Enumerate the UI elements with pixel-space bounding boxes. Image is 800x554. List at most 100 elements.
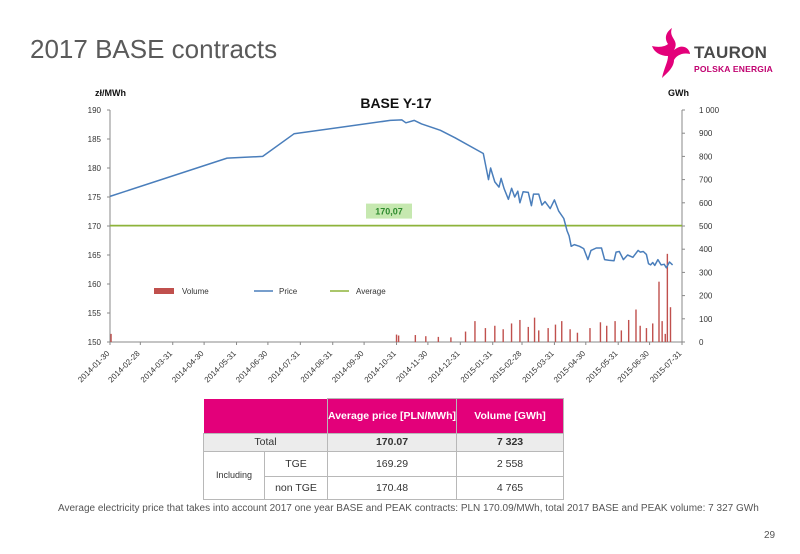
volume-bar <box>527 326 529 342</box>
y-right-tick-label: 300 <box>699 268 713 277</box>
x-tick-label: 2015-07-31 <box>648 349 684 385</box>
y-left-tick-label: 185 <box>88 135 102 144</box>
y-right-tick-label: 0 <box>699 338 704 347</box>
logo-wordmark: TAURON <box>694 43 768 62</box>
y-left-tick-label: 150 <box>88 338 102 347</box>
volume-bar <box>397 335 400 342</box>
x-tick-label: 2014-12-31 <box>426 349 462 385</box>
volume-bar <box>464 331 467 342</box>
y-right-tick-label: 200 <box>699 292 713 301</box>
x-tick-label: 2014-10-31 <box>363 349 399 385</box>
volume-bar <box>450 337 452 342</box>
y-left-tick-label: 170 <box>88 222 102 231</box>
volume-bar <box>669 307 672 342</box>
volume-bar <box>502 329 504 342</box>
x-tick-label: 2014-09-30 <box>330 349 366 385</box>
y-right-tick-label: 900 <box>699 129 713 138</box>
y-right-tick-label: 800 <box>699 152 713 161</box>
volume-bar <box>510 323 513 342</box>
volume-bar <box>414 335 417 342</box>
average-label: 170,07 <box>375 207 403 217</box>
row-label: non TGE <box>264 475 328 500</box>
tauron-star-logo-icon <box>652 28 690 78</box>
chart-title: BASE Y-17 <box>360 95 432 111</box>
volume-bar <box>645 328 648 342</box>
x-tick-label: 2014-03-31 <box>139 349 175 385</box>
x-tick-label: 2014-08-31 <box>299 349 335 385</box>
volume-bar <box>599 322 602 342</box>
volume-bar <box>538 330 540 342</box>
cell-volume: 4 765 <box>456 475 564 500</box>
x-tick-label: 2014-07-31 <box>266 349 302 385</box>
volume-bar <box>494 325 496 342</box>
y-left-tick-label: 175 <box>88 193 102 202</box>
volume-bar <box>639 325 641 342</box>
y-left-tick-label: 160 <box>88 280 102 289</box>
volume-bar <box>666 253 669 342</box>
price-line <box>109 119 674 269</box>
volume-bar <box>484 328 487 342</box>
volume-bar <box>425 336 427 342</box>
legend-label-average: Average <box>356 287 386 296</box>
footnote: Average electricity price that takes int… <box>58 503 759 514</box>
x-tick-label: 2014-02-28 <box>106 349 142 385</box>
volume-bar <box>547 328 549 342</box>
volume-bar <box>554 324 557 342</box>
x-tick-label: 2014-11-30 <box>394 349 429 384</box>
volume-bar <box>620 330 623 342</box>
y-right-tick-label: 100 <box>699 315 713 324</box>
legend-swatch-volume <box>154 288 174 294</box>
row-label: Total <box>203 432 328 452</box>
x-tick-label: 2014-06-30 <box>234 349 270 385</box>
table-row-tge: Including TGE 169.29 2 558 <box>203 450 564 500</box>
row-label: TGE <box>264 450 328 477</box>
y-right-tick-label: 500 <box>699 222 713 231</box>
legend-label-price: Price <box>279 287 298 296</box>
logo-subtitle: POLSKA ENERGIA <box>694 64 773 74</box>
table-header-blank <box>203 398 328 433</box>
cell-price: 169.29 <box>327 450 457 477</box>
y-left-tick-label: 180 <box>88 164 102 173</box>
volume-bar <box>635 309 637 342</box>
cell-volume: 7 323 <box>456 432 564 452</box>
table-header-row: Average price [PLN/MWh] Volume [GWh] <box>203 398 564 434</box>
y-right-tick-label: 400 <box>699 245 713 254</box>
volume-bar <box>606 325 608 342</box>
table-row-total: Total 170.07 7 323 <box>203 432 564 452</box>
x-tick-label: 2015-05-31 <box>584 349 620 385</box>
row-group-label: Including <box>203 450 265 500</box>
table-row-non-tge: non TGE 170.48 4 765 <box>204 475 564 500</box>
y-right-label: GWh <box>668 88 689 98</box>
volume-bar <box>474 321 476 342</box>
header-average-price: Average price [PLN/MWh] <box>327 398 457 434</box>
volume-bar <box>664 333 666 342</box>
volume-bar <box>561 321 563 342</box>
volume-bar <box>614 321 616 342</box>
x-tick-label: 2014-04-30 <box>170 349 206 385</box>
slide-title: 2017 BASE contracts <box>30 34 278 64</box>
volume-bar <box>519 319 521 342</box>
x-tick-label: 2015-04-30 <box>552 349 588 385</box>
volume-bar <box>627 319 630 342</box>
x-tick-label: 2015-02-28 <box>488 349 524 385</box>
volume-bar <box>589 328 591 342</box>
base-y17-chart: BASE Y-17 zł/MWh GWh 190 185 180 175 170 165 160 1… <box>76 88 720 385</box>
y-left-tick-label: 155 <box>88 309 102 318</box>
volume-bar <box>576 332 579 342</box>
volume-bar <box>533 317 536 342</box>
y-left-label: zł/MWh <box>95 88 126 98</box>
y-right-tick-label: 1 000 <box>699 106 720 115</box>
average-label-box <box>366 203 412 219</box>
volume-bar <box>661 321 663 342</box>
cell-volume: 2 558 <box>456 450 564 477</box>
x-tick-label: 2014-05-31 <box>203 349 239 385</box>
legend-label-volume: Volume <box>182 287 209 296</box>
x-tick-label: 2015-03-31 <box>521 349 557 385</box>
volume-bar <box>658 281 660 342</box>
y-right-tick-label: 700 <box>699 176 713 185</box>
x-tick-label: 2015-06-30 <box>616 349 652 385</box>
tauron-logo: TAURON POLSKA ENERGIA <box>650 24 780 84</box>
volume-bar <box>569 329 571 342</box>
header-volume: Volume [GWh] <box>456 398 564 434</box>
page-number: 29 <box>764 530 776 541</box>
